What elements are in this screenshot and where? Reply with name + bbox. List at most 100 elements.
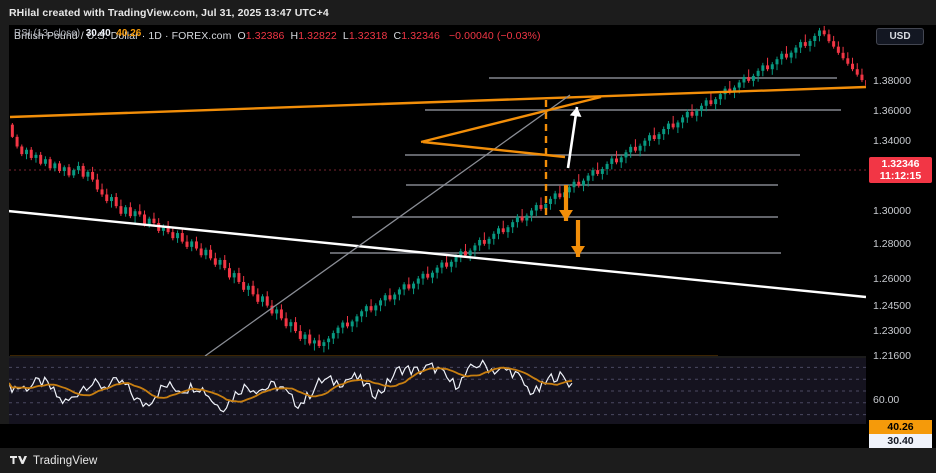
legend-symbol[interactable]: British Pound / U.S. Dollar [14, 30, 139, 42]
candle-body [53, 163, 57, 169]
legend-sep-1: · [141, 30, 146, 42]
candle-body [421, 273, 425, 279]
candle-body [846, 58, 850, 64]
candle-body [62, 167, 66, 172]
candle-body [10, 124, 14, 137]
candle-body [39, 154, 43, 164]
rsi-layer [8, 359, 866, 416]
chart-container[interactable]: British Pound / U.S. Dollar · 1D · FOREX… [0, 25, 936, 473]
candle-body [454, 256, 458, 262]
candle-body [492, 233, 496, 239]
candle-body [817, 30, 821, 36]
candle-body [360, 311, 364, 317]
candle-body [275, 309, 279, 314]
rsi-pane[interactable] [0, 358, 866, 424]
candle-body [265, 296, 269, 306]
candle-body [548, 198, 552, 204]
gray-rising-trendline[interactable] [204, 94, 571, 356]
candle-body [213, 258, 217, 265]
candle-body [251, 285, 255, 295]
footer-brand: TradingView [33, 454, 98, 467]
candle-body [836, 46, 840, 53]
orange-wedge-upper[interactable] [420, 95, 602, 144]
orange-wedge-lower[interactable] [422, 140, 566, 159]
candle-body [605, 163, 609, 170]
candle-body [449, 261, 453, 267]
candle-body [416, 278, 420, 284]
candle-body [180, 233, 184, 242]
candle-body [714, 99, 718, 105]
candle-body [813, 35, 817, 42]
candle-body [865, 80, 866, 86]
rsi-legend[interactable]: RSI (13, close) 30.40 40.26 [14, 28, 141, 39]
candle-body [336, 327, 340, 334]
candle-body [567, 187, 571, 193]
price-legend[interactable]: British Pound / U.S. Dollar · 1D · FOREX… [14, 30, 541, 42]
candle-body [695, 110, 699, 116]
candle-body [29, 149, 33, 158]
legend-low-label: L [342, 30, 349, 42]
candle-body [345, 322, 349, 327]
candle-body [34, 154, 38, 158]
candle-body [402, 284, 406, 290]
price-tick-7: 1.23000 [873, 325, 911, 337]
price-tick-5: 1.26000 [873, 273, 911, 285]
candle-body [176, 233, 180, 239]
price-tick-6: 1.24500 [873, 300, 911, 312]
candle-body [397, 289, 401, 295]
candle-body [364, 306, 368, 312]
candle-body [303, 334, 307, 339]
rsi-legend-title[interactable]: RSI (13, close) [14, 28, 81, 39]
candle-body [152, 218, 156, 224]
candle-body [227, 268, 231, 278]
price-axis[interactable]: USD 1.38000 1.36000 1.34000 1.30000 1.28000 1… [866, 25, 936, 448]
candle-body [501, 228, 505, 233]
candle-body [279, 309, 283, 319]
white-downtrend-line[interactable] [7, 209, 866, 299]
orange-down-arrow-2-head [571, 246, 585, 257]
candle-body [515, 216, 519, 223]
candle-body [525, 215, 529, 221]
candle-body [553, 193, 557, 199]
price-pane[interactable] [0, 25, 866, 356]
orange-uptrend-line[interactable] [9, 85, 866, 119]
candle-body [596, 170, 600, 174]
candle-body [643, 140, 647, 146]
candle-body [369, 306, 373, 311]
candle-body [671, 123, 675, 128]
white-up-arrow-head [569, 107, 582, 118]
candle-body [270, 305, 274, 314]
legend-high-value: 1.32822 [298, 30, 337, 42]
rsi-legend-value: 30.40 [85, 28, 111, 39]
currency-badge[interactable]: USD [876, 28, 924, 45]
candle-body [586, 175, 590, 181]
candle-body [520, 216, 524, 221]
rsi-axis-level-60: 60.00 [873, 394, 900, 406]
candle-body [15, 136, 19, 147]
candle-body [133, 211, 137, 217]
candle-body [119, 206, 123, 214]
legend-open-label: O [237, 30, 246, 42]
candle-body [473, 245, 477, 251]
candle-body [827, 34, 831, 42]
last-price-tag: 1.32346 11:12:15 [869, 157, 932, 183]
candle-body [237, 273, 241, 282]
candle-body [648, 135, 652, 141]
white-up-arrow[interactable] [566, 106, 579, 169]
candle-body [728, 88, 732, 93]
candle-body [58, 163, 62, 172]
legend-interval[interactable]: 1D [148, 30, 162, 42]
candle-body [412, 283, 416, 289]
candle-body [25, 149, 29, 155]
pane-separator[interactable] [0, 356, 866, 358]
candle-body [770, 64, 774, 70]
candle-body [638, 145, 642, 151]
candle-body [690, 111, 694, 116]
candle-body [652, 135, 656, 140]
candle-body [487, 238, 491, 244]
candle-body [147, 218, 151, 225]
candle-body [577, 181, 581, 186]
candle-body [766, 65, 770, 70]
candle-body [199, 248, 203, 256]
candle-body [572, 181, 576, 188]
